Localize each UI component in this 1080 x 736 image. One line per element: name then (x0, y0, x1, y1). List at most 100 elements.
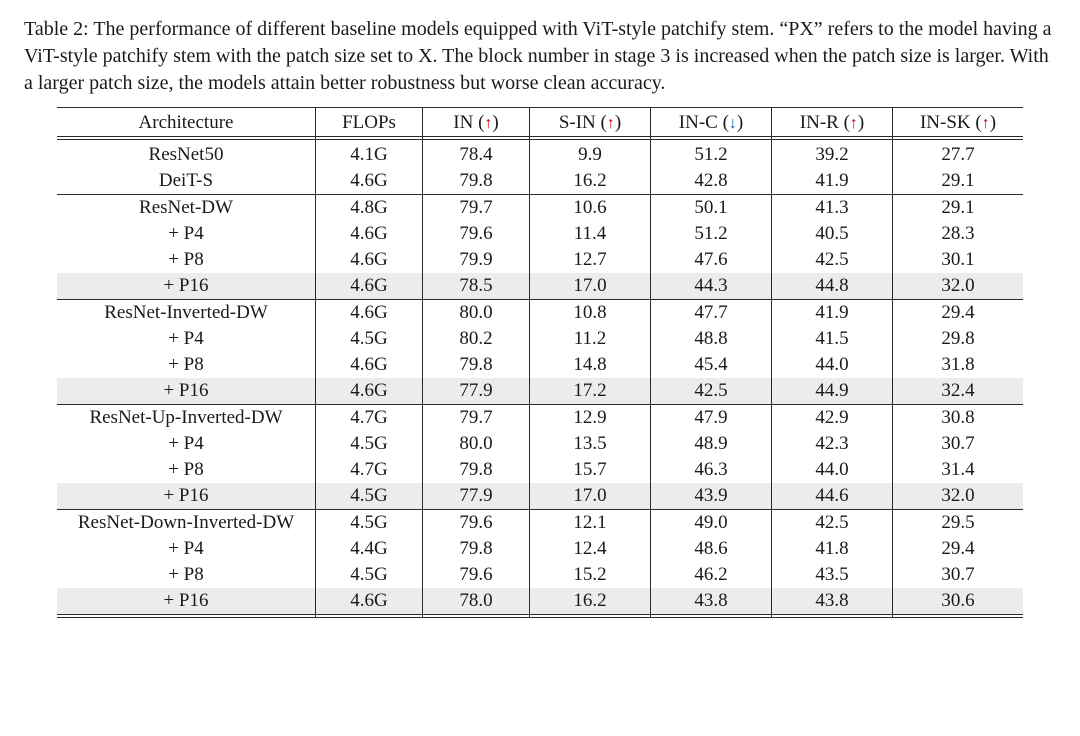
cell-arch: + P4 (57, 536, 316, 562)
cell-sin: 17.2 (530, 378, 651, 405)
cell-inr: 42.3 (772, 431, 893, 457)
cell-sin: 17.0 (530, 273, 651, 300)
cell-flops: 4.1G (316, 142, 423, 168)
col-header-flops: FLOPs (316, 110, 423, 137)
table-row: + P84.6G79.814.845.444.031.8 (57, 352, 1023, 378)
cell-in: 79.6 (423, 510, 530, 537)
arrow-up-icon: ↑ (607, 115, 615, 132)
cell-sin: 14.8 (530, 352, 651, 378)
cell-arch: + P8 (57, 562, 316, 588)
cell-arch: DeiT-S (57, 168, 316, 195)
cell-flops: 4.5G (316, 510, 423, 537)
cell-flops: 4.5G (316, 326, 423, 352)
cell-inc: 48.6 (651, 536, 772, 562)
cell-flops: 4.5G (316, 431, 423, 457)
table-row: + P44.5G80.211.248.841.529.8 (57, 326, 1023, 352)
cell-in: 79.7 (423, 405, 530, 432)
cell-inc: 51.2 (651, 221, 772, 247)
cell-inr: 41.8 (772, 536, 893, 562)
table-row: + P44.6G79.611.451.240.528.3 (57, 221, 1023, 247)
cell-flops: 4.6G (316, 168, 423, 195)
cell-in: 78.4 (423, 142, 530, 168)
cell-arch: + P16 (57, 483, 316, 510)
cell-insk: 30.8 (893, 405, 1024, 432)
cell-arch: + P8 (57, 457, 316, 483)
cell-flops: 4.6G (316, 352, 423, 378)
cell-sin: 12.4 (530, 536, 651, 562)
col-header-inr: IN-R (↑) (772, 110, 893, 137)
cell-in: 80.2 (423, 326, 530, 352)
col-header-arch: Architecture (57, 110, 316, 137)
cell-flops: 4.6G (316, 300, 423, 327)
cell-inr: 44.6 (772, 483, 893, 510)
cell-inr: 44.8 (772, 273, 893, 300)
cell-in: 78.0 (423, 588, 530, 615)
cell-flops: 4.7G (316, 405, 423, 432)
cell-inc: 48.8 (651, 326, 772, 352)
table-row: + P84.7G79.815.746.344.031.4 (57, 457, 1023, 483)
col-header-sin: S-IN (↑) (530, 110, 651, 137)
cell-arch: + P8 (57, 247, 316, 273)
cell-in: 79.8 (423, 457, 530, 483)
caption-text: The performance of different baseline mo… (24, 18, 1051, 94)
cell-insk: 32.4 (893, 378, 1024, 405)
table-row: + P164.6G78.016.243.843.830.6 (57, 588, 1023, 615)
cell-inc: 49.0 (651, 510, 772, 537)
table-row: ResNet-Down-Inverted-DW4.5G79.612.149.04… (57, 510, 1023, 537)
table-row: + P84.6G79.912.747.642.530.1 (57, 247, 1023, 273)
table-header-row: ArchitectureFLOPsIN (↑)S-IN (↑)IN-C (↓)I… (57, 110, 1023, 137)
cell-inc: 48.9 (651, 431, 772, 457)
cell-inr: 42.5 (772, 247, 893, 273)
cell-sin: 10.6 (530, 195, 651, 222)
cell-inc: 46.3 (651, 457, 772, 483)
cell-flops: 4.6G (316, 273, 423, 300)
cell-inr: 44.0 (772, 352, 893, 378)
cell-inc: 51.2 (651, 142, 772, 168)
table-row: + P164.6G78.517.044.344.832.0 (57, 273, 1023, 300)
cell-arch: ResNet-Inverted-DW (57, 300, 316, 327)
cell-insk: 30.1 (893, 247, 1024, 273)
cell-inc: 42.8 (651, 168, 772, 195)
table-row: + P164.5G77.917.043.944.632.0 (57, 483, 1023, 510)
cell-inc: 43.8 (651, 588, 772, 615)
cell-in: 79.8 (423, 352, 530, 378)
arrow-down-icon: ↓ (729, 115, 737, 132)
cell-insk: 29.8 (893, 326, 1024, 352)
table-row: + P84.5G79.615.246.243.530.7 (57, 562, 1023, 588)
cell-sin: 16.2 (530, 168, 651, 195)
cell-inr: 44.0 (772, 457, 893, 483)
cell-inc: 43.9 (651, 483, 772, 510)
cell-flops: 4.7G (316, 457, 423, 483)
table-row: ResNet504.1G78.49.951.239.227.7 (57, 142, 1023, 168)
caption-prefix: Table 2: (24, 18, 89, 40)
cell-flops: 4.6G (316, 378, 423, 405)
cell-in: 79.7 (423, 195, 530, 222)
cell-inr: 40.5 (772, 221, 893, 247)
cell-in: 79.9 (423, 247, 530, 273)
table-row: ResNet-Up-Inverted-DW4.7G79.712.947.942.… (57, 405, 1023, 432)
cell-arch: ResNet50 (57, 142, 316, 168)
cell-flops: 4.6G (316, 221, 423, 247)
cell-flops: 4.6G (316, 247, 423, 273)
cell-sin: 15.2 (530, 562, 651, 588)
cell-inc: 47.6 (651, 247, 772, 273)
table-row: DeiT-S4.6G79.816.242.841.929.1 (57, 168, 1023, 195)
cell-arch: ResNet-Down-Inverted-DW (57, 510, 316, 537)
cell-insk: 31.8 (893, 352, 1024, 378)
cell-sin: 10.8 (530, 300, 651, 327)
cell-arch: + P8 (57, 352, 316, 378)
cell-insk: 29.5 (893, 510, 1024, 537)
table-row: + P44.4G79.812.448.641.829.4 (57, 536, 1023, 562)
cell-sin: 12.7 (530, 247, 651, 273)
col-header-insk: IN-SK (↑) (893, 110, 1024, 137)
cell-in: 78.5 (423, 273, 530, 300)
cell-insk: 29.1 (893, 195, 1024, 222)
cell-in: 79.6 (423, 221, 530, 247)
cell-insk: 30.7 (893, 562, 1024, 588)
table-row: + P44.5G80.013.548.942.330.7 (57, 431, 1023, 457)
arrow-up-icon: ↑ (982, 115, 990, 132)
cell-insk: 29.4 (893, 536, 1024, 562)
cell-inc: 50.1 (651, 195, 772, 222)
cell-inr: 41.3 (772, 195, 893, 222)
cell-inr: 39.2 (772, 142, 893, 168)
